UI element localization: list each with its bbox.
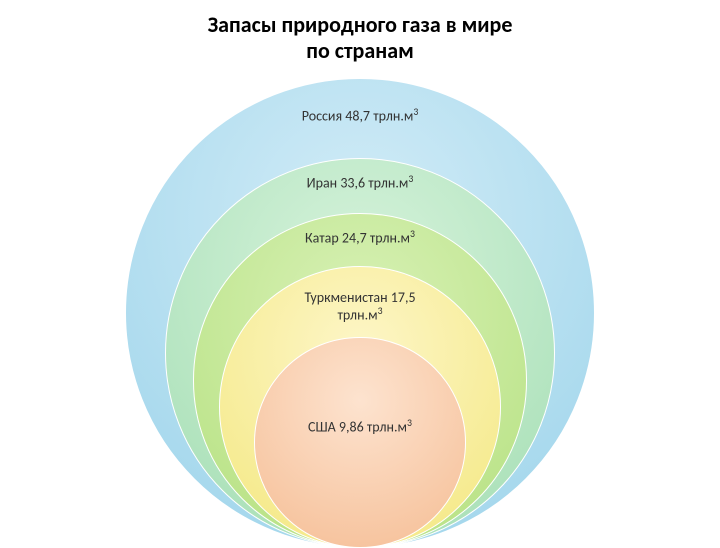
nested-circle-chart: Россия 48,7 трлн.м3 Иран 33,6 трлн.м3 Ката… (110, 78, 610, 548)
reserve-circle (254, 337, 465, 548)
title-line-2: по странам (306, 37, 414, 64)
reserve-label: Иран 33,6 трлн.м3 (110, 174, 610, 192)
reserve-label: Туркменистан 17,5трлн.м3 (110, 290, 610, 324)
reserve-label: США 9,86 трлн.м3 (110, 418, 610, 436)
reserve-label: Россия 48,7 трлн.м3 (110, 107, 610, 125)
reserve-label: Катар 24,7 трлн.м3 (110, 229, 610, 247)
chart-title: Запасы природного газа в мире по странам (0, 12, 720, 65)
title-line-1: Запасы природного газа в мире (208, 11, 513, 38)
